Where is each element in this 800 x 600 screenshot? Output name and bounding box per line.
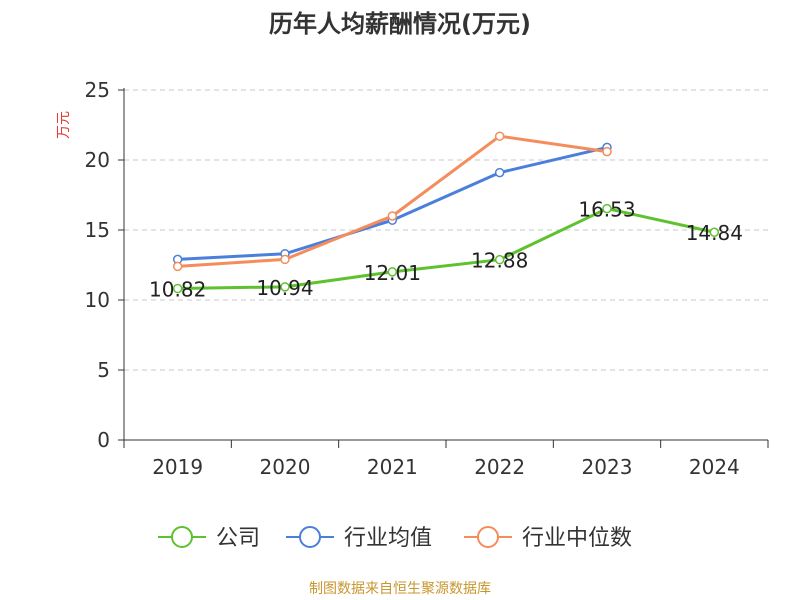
series-line-industry_avg bbox=[177, 145, 608, 261]
data-label: 10.94 bbox=[256, 276, 313, 300]
data-label-layer: 10.82 10.94 12.01 12.88 16.53 14.84 bbox=[149, 198, 743, 302]
legend-label: 行业均值 bbox=[344, 526, 432, 551]
data-point-company bbox=[280, 282, 290, 292]
data-point-industry_median bbox=[602, 146, 612, 157]
legend-marker-icon bbox=[477, 526, 499, 548]
data-point-industry_median bbox=[387, 211, 398, 221]
legend-label: 行业中位数 bbox=[522, 526, 632, 551]
data-point-company bbox=[709, 227, 720, 237]
series-layer bbox=[172, 131, 720, 294]
data-label: 16.53 bbox=[578, 198, 635, 222]
y-tick-label: 0 bbox=[97, 428, 110, 452]
legend-item-industry_median: 行业中位数 bbox=[464, 526, 632, 551]
y-tick-label: 15 bbox=[85, 218, 110, 242]
data-point-industry_median bbox=[494, 131, 505, 141]
x-tick-label: 2022 bbox=[474, 455, 525, 479]
legend-marker-icon bbox=[299, 526, 321, 548]
data-point-company bbox=[387, 267, 398, 277]
data-label: 10.82 bbox=[149, 278, 206, 302]
data-point-company bbox=[494, 254, 505, 265]
legend-label: 公司 bbox=[216, 526, 260, 551]
chart-title: 历年人均薪酬情况(万元) bbox=[269, 10, 531, 38]
x-tick-label: 2023 bbox=[582, 455, 633, 479]
data-label: 12.88 bbox=[471, 249, 528, 273]
data-point-company bbox=[602, 203, 612, 214]
data-point-industry_avg bbox=[494, 167, 505, 178]
y-tick-label: 5 bbox=[97, 358, 110, 382]
legend-item-industry_avg: 行业均值 bbox=[286, 526, 432, 551]
grid-layer bbox=[124, 89, 768, 371]
legend: 公司 行业均值 行业中位数 bbox=[158, 526, 632, 551]
series-line-industry_median bbox=[177, 134, 608, 268]
x-tick-label: 2019 bbox=[152, 455, 203, 479]
legend-item-company: 公司 bbox=[158, 526, 260, 551]
source-note: 制图数据来自恒生聚源数据库 bbox=[309, 581, 491, 597]
y-tick-label: 20 bbox=[85, 148, 110, 172]
x-tick-label: 2020 bbox=[260, 455, 311, 479]
series-line-company bbox=[177, 207, 715, 291]
data-point-industry_median bbox=[172, 261, 183, 272]
y-tick-label: 10 bbox=[85, 288, 110, 312]
x-tick-label: 2021 bbox=[367, 455, 418, 479]
data-label: 12.01 bbox=[364, 261, 421, 285]
data-point-industry_median bbox=[280, 254, 290, 265]
data-point-company bbox=[172, 283, 183, 294]
y-axis-label: 万元 bbox=[56, 111, 72, 139]
data-label: 14.84 bbox=[686, 221, 743, 245]
legend-marker-icon bbox=[171, 526, 193, 548]
y-tick-label: 25 bbox=[85, 78, 110, 102]
axis-layer: 0 5 10 15 20 25 2019 2020 2021 2022 2023 2024 万元 bbox=[56, 78, 769, 479]
x-tick-label: 2024 bbox=[689, 455, 740, 479]
